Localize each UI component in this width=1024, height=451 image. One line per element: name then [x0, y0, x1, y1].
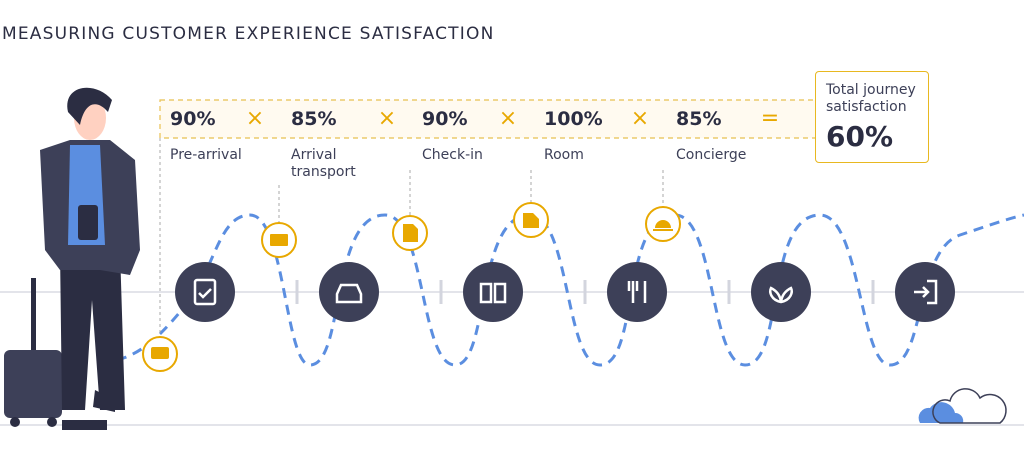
touchpoint-glyphs: [151, 213, 673, 359]
result-value: 60%: [826, 120, 894, 153]
result-box: Total journey satisfaction 60%: [815, 71, 929, 163]
cloud: [932, 388, 1007, 424]
journey-path: [99, 213, 1024, 367]
stage-label: Pre-arrival: [170, 147, 242, 163]
stage-label: Room: [544, 147, 584, 163]
stage-label: Arrival transport: [291, 147, 356, 180]
stage-value: 85%: [291, 108, 337, 130]
operator: ×: [630, 106, 650, 131]
stage-glyphs: [193, 278, 938, 306]
operator: ×: [498, 106, 518, 131]
stage-value: 100%: [544, 108, 603, 130]
cloud: [918, 402, 964, 423]
operator: =: [760, 106, 780, 131]
operator: ×: [245, 106, 265, 131]
stage-value: 85%: [676, 108, 722, 130]
operator: ×: [377, 106, 397, 131]
connectors: [159, 138, 664, 337]
stage-label: Check-in: [422, 147, 483, 163]
title: MEASURING CUSTOMER EXPERIENCE SATISFACTI…: [2, 24, 495, 44]
stage-value: 90%: [170, 108, 216, 130]
equation-box: [159, 99, 817, 139]
separators: [295, 280, 875, 304]
result-label: Total journey satisfaction: [826, 82, 916, 115]
traveler: [4, 87, 140, 430]
stage-label: Concierge: [676, 147, 747, 163]
stage-value: 90%: [422, 108, 468, 130]
